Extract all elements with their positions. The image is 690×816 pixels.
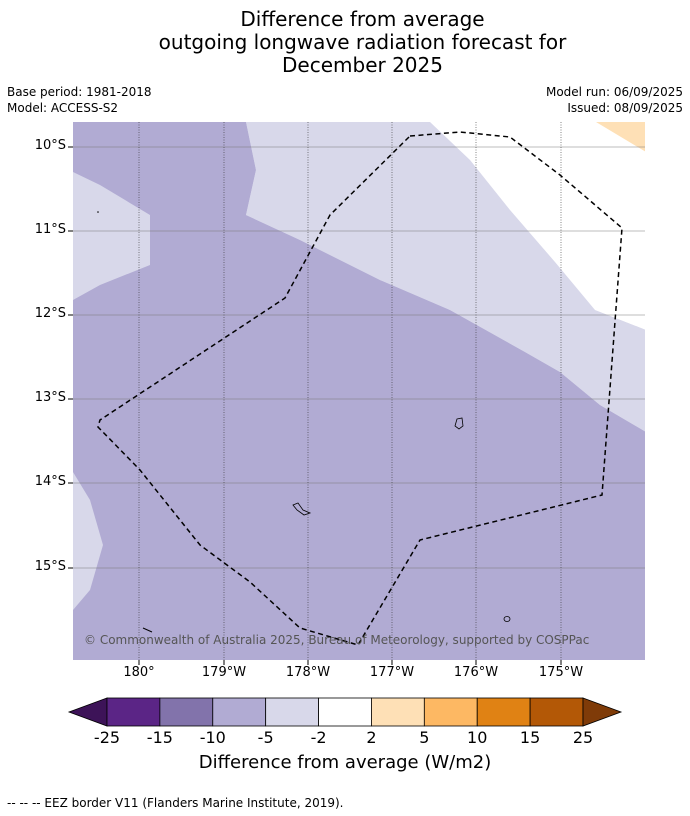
anomaly-region-west-upper bbox=[73, 172, 150, 300]
colorbar-tick-label: -2 bbox=[310, 728, 327, 747]
anomaly-region-plus2-plus5 bbox=[596, 122, 645, 152]
colorbar-tick-label: -15 bbox=[146, 728, 173, 747]
colorbar-tick-label: 10 bbox=[467, 728, 488, 747]
lat-label-12s: 12°S bbox=[34, 306, 66, 321]
lat-label-14s: 14°S bbox=[34, 474, 66, 489]
lon-label-176w: 176°W bbox=[453, 665, 499, 680]
latitude-gridlines bbox=[73, 146, 645, 569]
anomaly-field bbox=[73, 122, 645, 660]
lon-label-175w: 175°W bbox=[538, 665, 584, 680]
meta-right: Model run: 06/09/2025 Issued: 08/09/2025 bbox=[546, 84, 683, 116]
colorbar-segment bbox=[318, 697, 372, 727]
island-east bbox=[454, 417, 464, 430]
title-line-2: outgoing longwave radiation forecast for bbox=[158, 30, 567, 54]
anomaly-region-west-lower bbox=[73, 472, 103, 610]
colorbar-segment bbox=[476, 697, 531, 727]
lon-label-179w: 179°W bbox=[201, 665, 247, 680]
longitude-gridlines bbox=[138, 122, 562, 660]
colorbar-title: Difference from average (W/m2) bbox=[198, 752, 492, 773]
model-name: Model: ACCESS-S2 bbox=[7, 101, 119, 115]
lon-label-178w: 178°W bbox=[285, 665, 331, 680]
island-central bbox=[292, 502, 312, 516]
lat-label-11s: 11°S bbox=[34, 222, 66, 237]
island-southwest bbox=[142, 627, 153, 633]
eez-border bbox=[97, 131, 623, 646]
colorbar-tick-label: 2 bbox=[366, 728, 377, 747]
colorbar-extend-high bbox=[582, 697, 623, 727]
anomaly-region-near-zero bbox=[430, 122, 645, 330]
colorbar-segment bbox=[423, 697, 478, 727]
lat-label-10s: 10°S bbox=[34, 138, 66, 153]
colorbar-segment bbox=[529, 697, 584, 727]
colorbar-tick-label: -5 bbox=[257, 728, 274, 747]
colorbar bbox=[67, 697, 623, 727]
colorbar-tick-label: 15 bbox=[519, 728, 541, 747]
colorbar-tick-label: -25 bbox=[93, 728, 121, 747]
footnote-eez: -- -- -- EEZ border V11 (Flanders Marine… bbox=[7, 796, 344, 810]
meta-left: Base period: 1981-2018 Model: ACCESS-S2 bbox=[7, 84, 152, 116]
colorbar-extend-low bbox=[67, 697, 108, 727]
island-southeast bbox=[503, 616, 511, 622]
lon-label-177w: 177°W bbox=[369, 665, 415, 680]
colorbar-segment bbox=[106, 697, 161, 727]
title-line-1: Difference from average bbox=[240, 7, 485, 31]
island-northwest bbox=[97, 211, 99, 213]
colorbar-segment bbox=[265, 697, 319, 727]
model-run: Model run: 06/09/2025 bbox=[545, 85, 683, 99]
copyright-notice: © Commonwealth of Australia 2025, Bureau… bbox=[84, 633, 590, 647]
lat-label-13s: 13°S bbox=[34, 390, 66, 405]
colorbar-tick-label: -10 bbox=[199, 728, 226, 747]
lon-ticks bbox=[138, 660, 562, 665]
colorbar-tick-label: 25 bbox=[572, 728, 594, 747]
colorbar-segment bbox=[212, 697, 267, 727]
issued-date: Issued: 08/09/2025 bbox=[567, 101, 683, 115]
lon-label-180: 180° bbox=[123, 665, 155, 680]
colorbar-segment bbox=[371, 697, 425, 727]
lat-label-15s: 15°S bbox=[34, 559, 66, 574]
title-line-3: December 2025 bbox=[282, 53, 443, 77]
colorbar-tick-label: 5 bbox=[419, 728, 430, 747]
base-period: Base period: 1981-2018 bbox=[7, 85, 152, 99]
colorbar-segment bbox=[159, 697, 214, 727]
map-title: Difference from average outgoing longwav… bbox=[0, 8, 690, 77]
lat-ticks bbox=[68, 146, 73, 569]
